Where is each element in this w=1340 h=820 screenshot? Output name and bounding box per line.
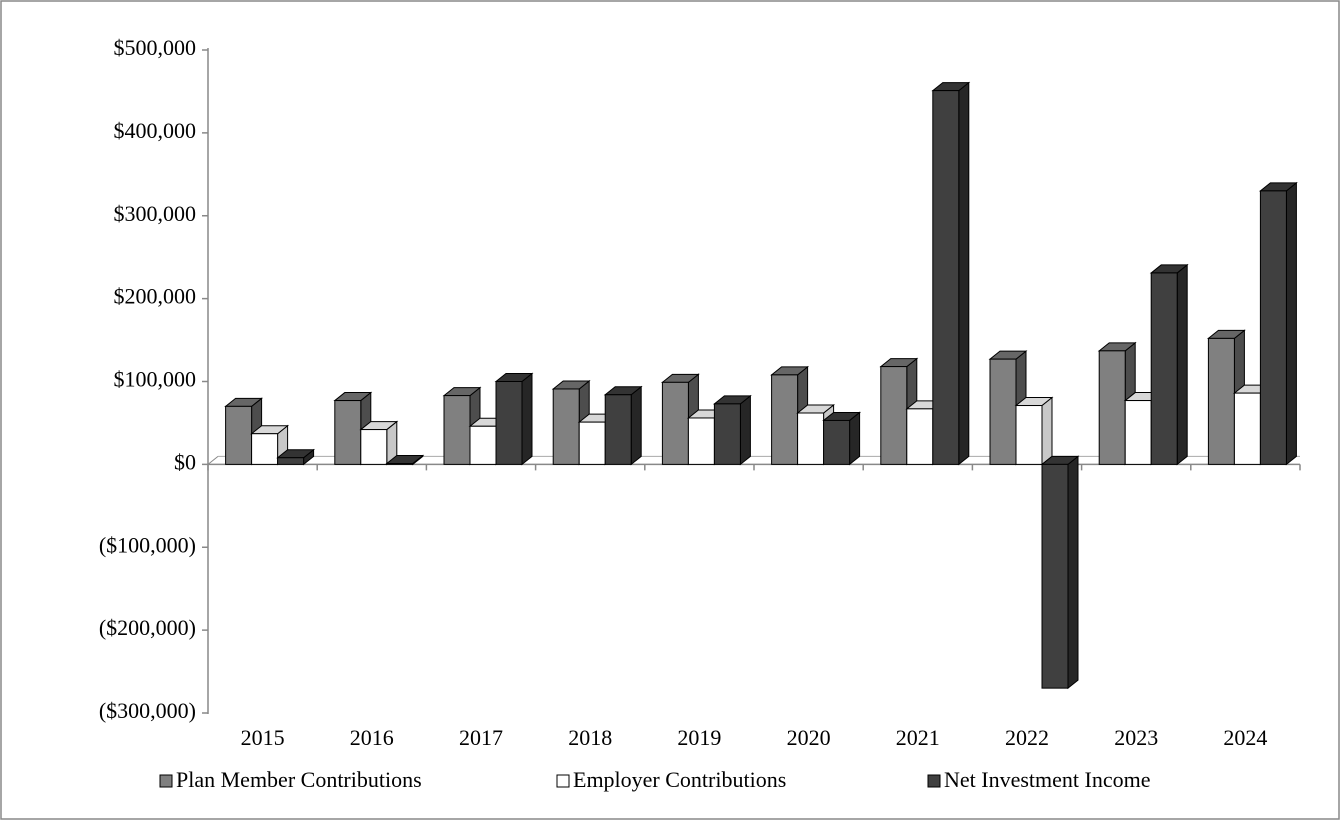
bar	[552, 388, 580, 465]
legend-swatch	[159, 774, 173, 788]
x-tick-label: 2021	[896, 725, 940, 750]
bar-side	[849, 411, 861, 466]
y-tick-label: $300,000	[114, 201, 197, 226]
bar	[797, 412, 825, 465]
y-tick-label: $400,000	[114, 118, 197, 143]
bar	[687, 417, 715, 465]
x-axis-depth	[207, 455, 219, 465]
bar	[1207, 337, 1235, 465]
bar-side	[521, 372, 533, 466]
x-tick-label: 2023	[1114, 725, 1158, 750]
y-tick-label: $100,000	[114, 367, 197, 392]
x-tick-label: 2022	[1005, 725, 1049, 750]
bar	[578, 421, 606, 465]
bar-side	[958, 81, 970, 466]
y-tick-label: ($100,000)	[99, 532, 196, 557]
bar	[1259, 190, 1287, 465]
legend-swatch	[556, 774, 570, 788]
bar	[604, 394, 632, 465]
bar	[1015, 405, 1043, 465]
bar	[225, 405, 253, 465]
x-tick-label: 2016	[350, 725, 394, 750]
legend-label: Plan Member Contributions	[176, 767, 422, 792]
bar-side	[739, 394, 751, 466]
bar	[1041, 463, 1069, 689]
bar	[251, 433, 279, 465]
bar	[334, 400, 362, 465]
bar	[1098, 350, 1126, 465]
x-tick-label: 2015	[241, 725, 285, 750]
bar	[906, 408, 934, 465]
x-tick-label: 2017	[459, 725, 503, 750]
bar	[771, 374, 799, 465]
bar	[469, 425, 497, 465]
legend-swatch	[927, 774, 941, 788]
x-tick-label: 2024	[1223, 725, 1267, 750]
bar	[495, 381, 523, 465]
y-tick-label: ($200,000)	[99, 615, 196, 640]
bar-side	[630, 385, 642, 466]
legend-label: Employer Contributions	[573, 767, 786, 792]
bar	[880, 366, 908, 465]
bar-side	[1285, 181, 1297, 466]
bar	[661, 381, 689, 465]
bar	[386, 463, 414, 465]
bar	[932, 90, 960, 465]
bar-side	[1067, 455, 1079, 690]
y-tick-label: $500,000	[114, 35, 197, 60]
y-tick-label: $0	[174, 449, 196, 474]
legend-label: Net Investment Income	[944, 767, 1151, 792]
y-tick-label: $200,000	[114, 284, 197, 309]
bar	[713, 403, 741, 465]
x-tick-label: 2018	[568, 725, 612, 750]
bar-side	[1176, 263, 1188, 466]
bar	[1150, 272, 1178, 465]
y-tick-label: ($300,000)	[99, 698, 196, 723]
bar	[1124, 400, 1152, 465]
bar	[443, 395, 471, 465]
bar	[360, 429, 388, 465]
bar	[823, 419, 851, 465]
bar	[277, 457, 305, 465]
x-tick-label: 2019	[677, 725, 721, 750]
bar	[1233, 392, 1261, 465]
bar	[989, 358, 1017, 465]
x-tick-label: 2020	[787, 725, 831, 750]
bar-side	[1041, 396, 1053, 466]
